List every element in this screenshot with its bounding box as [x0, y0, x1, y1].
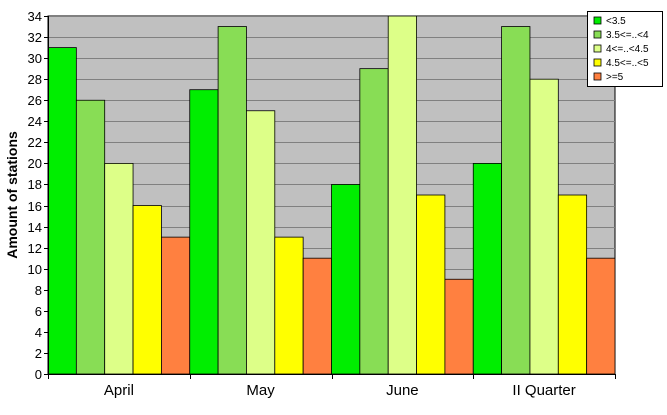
x-category-label: April	[104, 382, 134, 399]
y-tick-label: 10	[28, 262, 42, 277]
x-category-label: June	[386, 382, 419, 399]
y-tick-label: 32	[28, 30, 42, 45]
x-axis-ticks: April May June II Quarter	[48, 374, 616, 399]
bar-3-2	[529, 78, 559, 375]
x-category-label: May	[246, 382, 275, 399]
bar-3-1	[501, 26, 531, 375]
legend-label: 4.5<=..<5	[606, 58, 649, 69]
y-tick-label: 14	[28, 220, 42, 235]
bar-0-0	[47, 47, 77, 375]
x-category-label: II Quarter	[512, 382, 575, 399]
y-tick-label: 8	[35, 283, 42, 298]
bar-0-4	[160, 236, 191, 375]
legend-swatch	[593, 16, 602, 25]
bar-0-1	[75, 99, 106, 375]
bar-3-4	[586, 257, 616, 375]
bar-3-0	[472, 163, 503, 375]
bar-1-1	[217, 26, 247, 375]
bar-3-3	[557, 194, 588, 375]
y-tick-label: 16	[28, 199, 42, 214]
legend-label: 4<=..<4.5	[606, 44, 649, 55]
bars-group	[47, 15, 616, 375]
y-axis-title: Amount of stations	[4, 131, 20, 259]
y-tick-label: 20	[28, 156, 42, 171]
legend-label: <3.5	[606, 16, 626, 27]
bar-2-2	[387, 15, 417, 375]
bar-1-0	[189, 89, 219, 375]
bar-2-4	[444, 278, 474, 375]
bar-2-3	[416, 194, 446, 375]
legend-swatch	[593, 44, 602, 53]
legend: <3.5 3.5<=..<4 4<=..<4.5 4.5<=..<5 >=5	[587, 11, 663, 87]
y-tick-label: 6	[35, 304, 42, 319]
legend-label: 3.5<=..<4	[606, 30, 649, 41]
bar-2-0	[331, 184, 361, 375]
bar-2-1	[359, 68, 389, 375]
bar-1-3	[274, 236, 304, 375]
y-tick-label: 28	[28, 72, 42, 87]
legend-swatch	[593, 72, 602, 81]
bar-1-4	[302, 257, 332, 375]
y-tick-label: 26	[28, 93, 42, 108]
y-tick-label: 24	[28, 114, 42, 129]
y-tick-label: 4	[35, 325, 42, 340]
y-tick-label: 22	[28, 135, 42, 150]
bar-1-2	[246, 110, 276, 375]
bar-0-2	[104, 163, 134, 375]
legend-swatch	[593, 30, 602, 39]
y-tick-label: 2	[35, 346, 42, 361]
legend-swatch	[593, 58, 602, 67]
bar-0-3	[132, 205, 162, 375]
axes	[48, 16, 615, 379]
legend-label: >=5	[606, 72, 624, 83]
y-tick-label: 30	[28, 51, 42, 66]
y-tick-label: 12	[28, 241, 42, 256]
y-tick-label: 18	[28, 177, 42, 192]
y-tick-label: 0	[35, 367, 42, 382]
y-tick-label: 34	[28, 9, 42, 24]
